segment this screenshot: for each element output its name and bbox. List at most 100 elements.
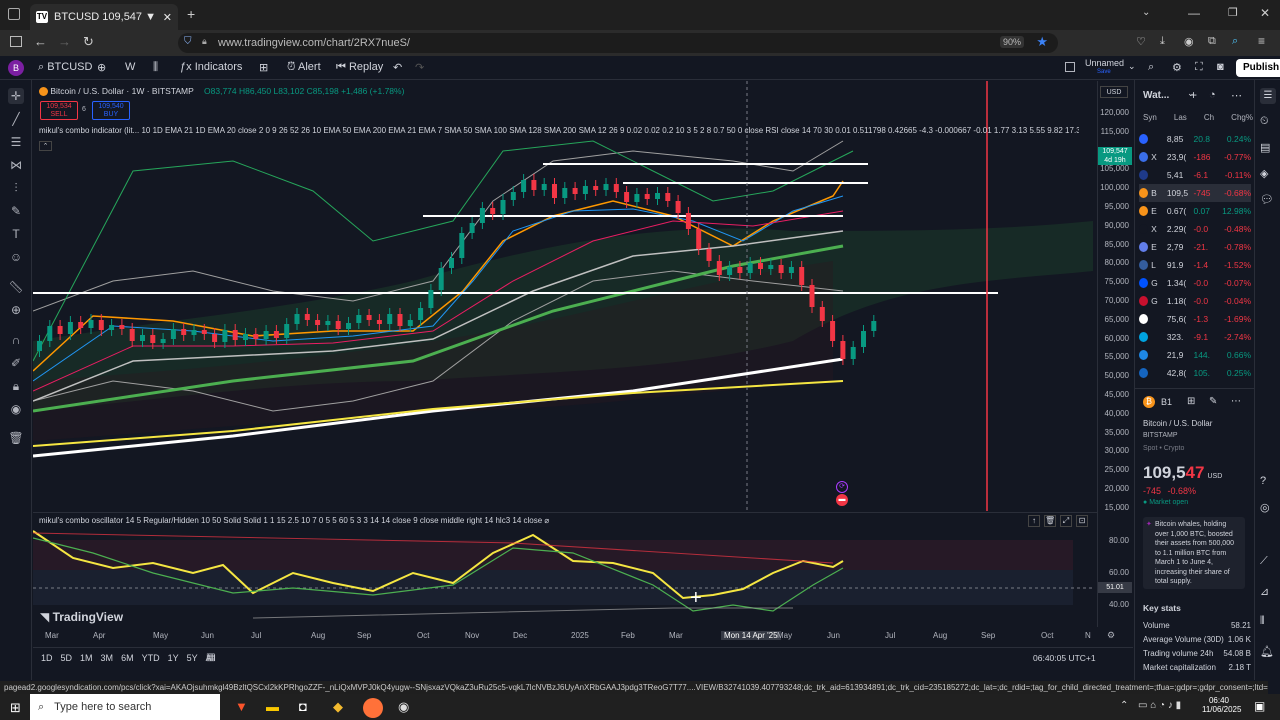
alerts-clock-icon[interactable]: ⏲	[1260, 115, 1269, 127]
notifications-bell-icon[interactable]: 🔔︎	[1260, 646, 1274, 658]
brush-icon[interactable]: ✎	[10, 204, 22, 218]
taskbar-clock[interactable]: 06:40 11/06/2025	[1202, 696, 1241, 714]
watchlist-row[interactable]: 42,8(105. 0.25%	[1139, 364, 1251, 382]
watchlist-row[interactable]: B 109,5 -745 -0.68%	[1139, 184, 1251, 202]
extensions-icon[interactable]: ⧉	[1208, 35, 1216, 47]
search-extension-icon[interactable]: ⌕	[1232, 35, 1239, 47]
news-card[interactable]: ✦ Bitcoin whales, holding over 1,000 BTC,…	[1143, 517, 1245, 589]
watchlist-title[interactable]: Wat...	[1143, 90, 1170, 101]
app-terminal-icon[interactable]: ◘	[299, 699, 307, 714]
watchlist-row[interactable]: 8,85 20.8 0.24%	[1139, 130, 1251, 148]
oscillator-canvas[interactable]	[33, 513, 1097, 628]
zoom-level[interactable]: 90%	[999, 36, 1024, 48]
main-chart-pane[interactable]: Bitcoin / U.S. Dollar · 1W · BITSTAMP O8…	[33, 81, 1097, 511]
chart-type-icon[interactable]: ⫼	[153, 61, 159, 73]
range-button-1d[interactable]: 1D	[41, 653, 53, 663]
account-icon[interactable]: ◉	[1184, 36, 1194, 48]
binance-icon[interactable]: ◆	[333, 699, 343, 714]
watchlist-col-header[interactable]: Syn	[1143, 113, 1157, 122]
watchlist-row[interactable]: X 2.29(-0.0 -0.48%	[1139, 220, 1251, 238]
app-circle-icon[interactable]: ◉	[398, 699, 410, 714]
crosshair-icon[interactable]: ✛	[8, 88, 24, 104]
layers-icon[interactable]: ◈	[1260, 168, 1269, 180]
close-window-button[interactable]: ✕	[1260, 6, 1271, 20]
close-tab-icon[interactable]: ✕	[162, 11, 172, 24]
text-icon[interactable]: T	[12, 227, 20, 241]
minimize-button[interactable]: —	[1188, 6, 1200, 20]
layout-chevron-icon[interactable]: ⌄	[1128, 61, 1136, 71]
forecast-icon[interactable]: ⫶	[14, 181, 18, 195]
watchlist-row[interactable]: E 2,79 -21. -0.78%	[1139, 238, 1251, 256]
watchlist-row[interactable]: 5,41 -6.1 -0.11%	[1139, 166, 1251, 184]
magnet-icon[interactable]: ∩	[11, 333, 21, 347]
watchlist-chevron-icon[interactable]: ⌄	[1187, 88, 1195, 98]
range-button-5d[interactable]: 5D	[60, 653, 73, 663]
calendar-icon[interactable]: ▦	[206, 652, 216, 663]
tab-list-chevron-icon[interactable]: ⌄	[1142, 7, 1151, 18]
lock-drawings-icon[interactable]: 🔒︎	[12, 379, 20, 393]
draw-tools-icon[interactable]: ⟋	[1260, 555, 1268, 567]
range-button-5y[interactable]: 5Y	[186, 653, 198, 663]
hide-drawings-icon[interactable]: ◉	[10, 402, 22, 416]
watchlist-row[interactable]: X 23,9(-186 -0.77%	[1139, 148, 1251, 166]
price-axis[interactable]: USD 120,000115,000110,000105,000100,0009…	[1097, 81, 1133, 627]
layout-name[interactable]: Unnamed	[1085, 58, 1125, 68]
range-button-3m[interactable]: 3M	[100, 653, 114, 663]
watchlist-icon[interactable]: ☰	[1260, 88, 1276, 104]
pane-move-up-icon[interactable]: ↑	[1028, 515, 1040, 527]
quick-search-icon[interactable]: ⌕	[1148, 61, 1155, 73]
range-button-ytd[interactable]: YTD	[141, 653, 160, 663]
watchlist-col-header[interactable]: Las	[1173, 113, 1187, 122]
axis-settings-gear-icon[interactable]: ⚙	[1107, 630, 1116, 640]
details-edit-icon[interactable]: ✎	[1209, 396, 1218, 407]
new-tab-button[interactable]: +	[187, 6, 196, 22]
watchlist-more-icon[interactable]: ⋯	[1231, 90, 1242, 102]
windows-start-icon[interactable]: ⊞	[10, 700, 21, 715]
replay-button[interactable]: ⏮︎ Replay	[336, 61, 383, 74]
details-layout-icon[interactable]: ⊞	[1187, 396, 1196, 407]
pattern-icon[interactable]: ⋈	[10, 158, 22, 172]
brave-browser-icon[interactable]: ▼	[235, 699, 248, 714]
tray-chevron-icon[interactable]: ⌃	[1120, 700, 1129, 711]
buy-button[interactable]: 109,540 BUY	[92, 101, 130, 120]
pane-maximize-icon[interactable]: ⤢	[1060, 515, 1072, 527]
trash-icon[interactable]: 🗑︎	[8, 431, 24, 445]
menu-icon[interactable]: ≡	[1258, 34, 1266, 48]
price-chart-canvas[interactable]	[33, 81, 1097, 511]
indicator-legend[interactable]: mikul's combo indicator (lit... 10 1D EM…	[39, 126, 1079, 135]
forward-arrow-icon[interactable]: →	[58, 34, 71, 49]
pane-collapse-icon[interactable]: ⊡	[1076, 515, 1088, 527]
oscillator-legend[interactable]: mikul's combo oscillator 14 5 Regular/Hi…	[39, 516, 550, 525]
watchlist-row[interactable]: 75,6(-1.3 -1.69%	[1139, 310, 1251, 328]
layout-save-label[interactable]: Save	[1097, 69, 1111, 75]
emoji-icon[interactable]: ☺	[9, 250, 23, 264]
tray-icons[interactable]: ▭ ⌂ ◔ ♪ ▮	[1138, 700, 1182, 711]
bookmark-star-icon[interactable]: ★	[1036, 34, 1048, 49]
time-axis[interactable]: Mar Apr May Jun Jul Aug Sep Oct Nov Dec 2025 Feb Mar…	[33, 627, 1133, 645]
help-icon[interactable]: ?	[1260, 475, 1267, 487]
pocket-icon[interactable]: ♡	[1136, 36, 1146, 48]
downloads-icon[interactable]: ⤓	[1160, 35, 1165, 47]
back-arrow-icon[interactable]: ←	[34, 34, 47, 49]
taskbar-search[interactable]: ⌕ Type here to search	[30, 694, 220, 720]
sidebar-icon[interactable]	[10, 36, 22, 47]
fib-retracement-icon[interactable]: ☰	[10, 135, 22, 149]
watchlist-advanced-icon[interactable]: ◔	[1209, 89, 1216, 101]
range-button-all[interactable]: All	[205, 653, 216, 663]
publish-button[interactable]: Publish	[1236, 59, 1280, 77]
user-avatar[interactable]: B	[8, 60, 24, 76]
watchlist-row[interactable]: G 1.34(-0.0 -0.07%	[1139, 274, 1251, 292]
camera-icon[interactable]: ◙	[1217, 61, 1224, 73]
watchlist-row[interactable]: 323. -9.1 -2.74%	[1139, 328, 1251, 346]
range-button-1y[interactable]: 1Y	[167, 653, 179, 663]
indicators-button[interactable]: ƒx Indicators	[180, 61, 242, 73]
pane-delete-icon[interactable]: 🗑︎	[1044, 515, 1056, 527]
dividend-flag-icon[interactable]: ▬	[836, 494, 848, 506]
sell-button[interactable]: 109,534 SELL	[40, 101, 78, 120]
chat-icon[interactable]: 💬︎	[1260, 194, 1274, 206]
layout-select-icon[interactable]	[1065, 62, 1075, 72]
symbol-search[interactable]: ⌕ BTCUSD	[38, 61, 92, 74]
details-name[interactable]: Bitcoin / U.S. Dollar	[1143, 419, 1213, 428]
news-icon-side[interactable]: ▤	[1260, 142, 1271, 154]
range-button-1m[interactable]: 1M	[80, 653, 93, 663]
